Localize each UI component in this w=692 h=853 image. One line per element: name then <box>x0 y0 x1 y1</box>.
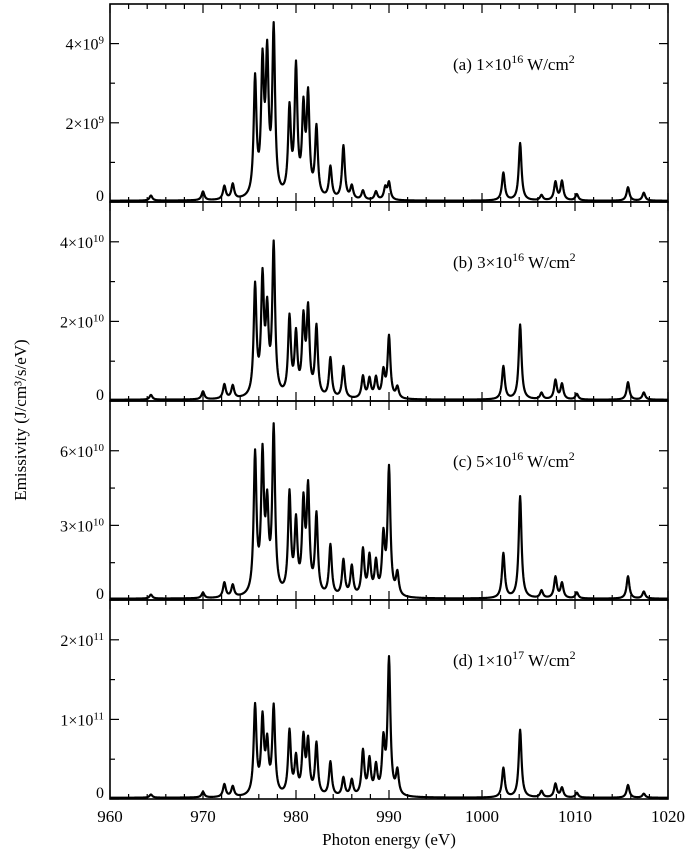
y-axis-label: Emissivity (J/cm³/s/eV) <box>11 339 30 500</box>
y-tick-label-part: 10 <box>93 233 105 245</box>
panel-label-part: 16 <box>511 449 523 463</box>
y-tick-label: 0 <box>96 188 104 205</box>
y-tick-label-part: 0 <box>96 785 104 802</box>
y-tick-label-part: 10 <box>93 442 105 454</box>
x-tick-label: 1000 <box>465 807 499 826</box>
y-tick-label-part: 11 <box>93 631 104 643</box>
y-tick-label: 6×1010 <box>60 442 105 461</box>
y-tick-label-part: 0 <box>96 586 104 603</box>
spectrum-line-d <box>109 655 669 799</box>
y-tick-label-part: 10 <box>93 516 105 528</box>
panel-frame <box>109 599 669 800</box>
spectrum-line-a <box>109 21 669 202</box>
y-tick-label: 0 <box>96 586 104 603</box>
panel-label: (b) 3×1016 W/cm2 <box>453 250 576 272</box>
y-tick-label-part: 0 <box>96 188 104 205</box>
y-tick-label-part: 4×10 <box>65 37 98 54</box>
x-tick-label: 990 <box>376 807 402 826</box>
panel-label-part: 16 <box>511 52 523 66</box>
y-tick-label-part: 6×10 <box>60 444 93 461</box>
panel-label: (a) 1×1016 W/cm2 <box>453 52 575 74</box>
y-tick-label-part: 2×10 <box>60 633 93 650</box>
y-tick-label-part: 0 <box>96 387 104 404</box>
panel-label: (d) 1×1017 W/cm2 <box>453 648 576 670</box>
y-tick-label-part: 1×10 <box>60 712 93 729</box>
panel-label-part: 2 <box>569 449 575 463</box>
y-tick-label: 3×1010 <box>60 516 105 535</box>
y-tick-label-part: 4×10 <box>60 235 93 252</box>
y-tick-label: 0 <box>96 387 104 404</box>
y-tick-label-part: 11 <box>93 710 104 722</box>
y-tick-label: 2×1011 <box>60 631 104 650</box>
panel-label: (c) 5×1016 W/cm2 <box>453 449 575 471</box>
panel-label-part: 2 <box>569 52 575 66</box>
panel-label-part: 16 <box>512 250 524 264</box>
panel-label-part: 2 <box>570 250 576 264</box>
y-tick-label: 2×109 <box>65 114 104 133</box>
panel-frame <box>109 3 669 203</box>
y-tick-label-part: 9 <box>99 114 105 126</box>
panel-frame <box>109 201 669 402</box>
panel-label-part: (c) 5×10 <box>453 452 511 471</box>
y-tick-label-part: 3×10 <box>60 518 93 535</box>
x-tick-label: 1010 <box>558 807 592 826</box>
x-tick-label: 1020 <box>651 807 685 826</box>
panel-label-part: W/cm <box>524 651 569 670</box>
x-tick-label: 970 <box>190 807 216 826</box>
y-tick-label-part: 9 <box>99 35 105 47</box>
panel-label-part: 2 <box>570 648 576 662</box>
y-tick-label-part: 10 <box>93 312 105 324</box>
panel-label-part: 17 <box>512 648 524 662</box>
panel-label-part: (a) 1×10 <box>453 55 511 74</box>
y-tick-label: 0 <box>96 785 104 802</box>
x-tick-label: 980 <box>283 807 309 826</box>
spectrum-line-c <box>109 422 669 600</box>
panel-label-part: (d) 1×10 <box>453 651 512 670</box>
x-axis-label: Photon energy (eV) <box>322 830 456 849</box>
y-tick-label: 2×1010 <box>60 312 105 331</box>
y-tick-label-part: 2×10 <box>65 116 98 133</box>
panel-label-part: W/cm <box>523 55 568 74</box>
panel-label-part: W/cm <box>524 253 569 272</box>
spectrum-line-b <box>109 239 669 401</box>
y-tick-label: 1×1011 <box>60 710 104 729</box>
y-tick-label: 4×1010 <box>60 233 105 252</box>
y-tick-label: 4×109 <box>65 35 104 54</box>
panel-label-part: (b) 3×10 <box>453 253 512 272</box>
y-tick-label-part: 2×10 <box>60 314 93 331</box>
panel-label-part: W/cm <box>523 452 568 471</box>
x-tick-label: 960 <box>97 807 123 826</box>
